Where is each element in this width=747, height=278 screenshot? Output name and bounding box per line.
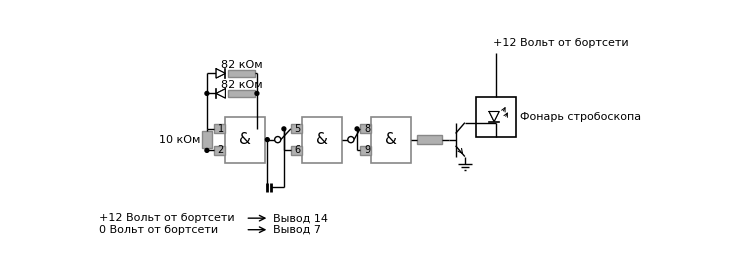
Bar bbox=[360, 124, 371, 133]
Text: &: & bbox=[238, 132, 251, 147]
Circle shape bbox=[205, 91, 209, 95]
Polygon shape bbox=[216, 89, 226, 98]
Text: Вывод 14: Вывод 14 bbox=[273, 213, 328, 223]
Text: Вывод 7: Вывод 7 bbox=[273, 225, 321, 235]
Text: &: & bbox=[316, 132, 328, 147]
Bar bbox=[214, 124, 225, 133]
Circle shape bbox=[205, 148, 209, 152]
Text: 5: 5 bbox=[294, 124, 301, 134]
Circle shape bbox=[265, 138, 269, 142]
Polygon shape bbox=[489, 111, 499, 121]
Bar bbox=[291, 124, 302, 133]
Text: 0 Вольт от бортсети: 0 Вольт от бортсети bbox=[99, 225, 218, 235]
Circle shape bbox=[255, 91, 259, 95]
Circle shape bbox=[282, 127, 286, 131]
Text: &: & bbox=[385, 132, 397, 147]
Bar bbox=[229, 70, 255, 77]
Text: +12 Вольт от бортсети: +12 Вольт от бортсети bbox=[492, 38, 628, 48]
Bar bbox=[225, 116, 264, 163]
Text: 8: 8 bbox=[364, 124, 370, 134]
Text: 82 кОм: 82 кОм bbox=[220, 60, 262, 70]
Circle shape bbox=[275, 136, 281, 143]
Text: +12 Вольт от бортсети: +12 Вольт от бортсети bbox=[99, 213, 235, 223]
Bar bbox=[291, 146, 302, 155]
Bar bbox=[202, 131, 211, 148]
Text: 82 кОм: 82 кОм bbox=[220, 80, 262, 90]
Text: 2: 2 bbox=[217, 145, 224, 155]
Bar bbox=[302, 116, 341, 163]
Bar bbox=[229, 90, 255, 97]
Polygon shape bbox=[216, 69, 226, 78]
Bar bbox=[360, 146, 371, 155]
Text: 10 кОм: 10 кОм bbox=[158, 135, 200, 145]
Circle shape bbox=[348, 136, 354, 143]
Text: Фонарь стробоскопа: Фонарь стробоскопа bbox=[520, 111, 642, 121]
Text: 6: 6 bbox=[295, 145, 301, 155]
Bar bbox=[371, 116, 411, 163]
Bar bbox=[417, 135, 441, 144]
Bar bbox=[214, 146, 225, 155]
Text: 1: 1 bbox=[217, 124, 224, 134]
Circle shape bbox=[355, 127, 359, 131]
Bar bbox=[477, 96, 516, 136]
Text: 9: 9 bbox=[364, 145, 370, 155]
